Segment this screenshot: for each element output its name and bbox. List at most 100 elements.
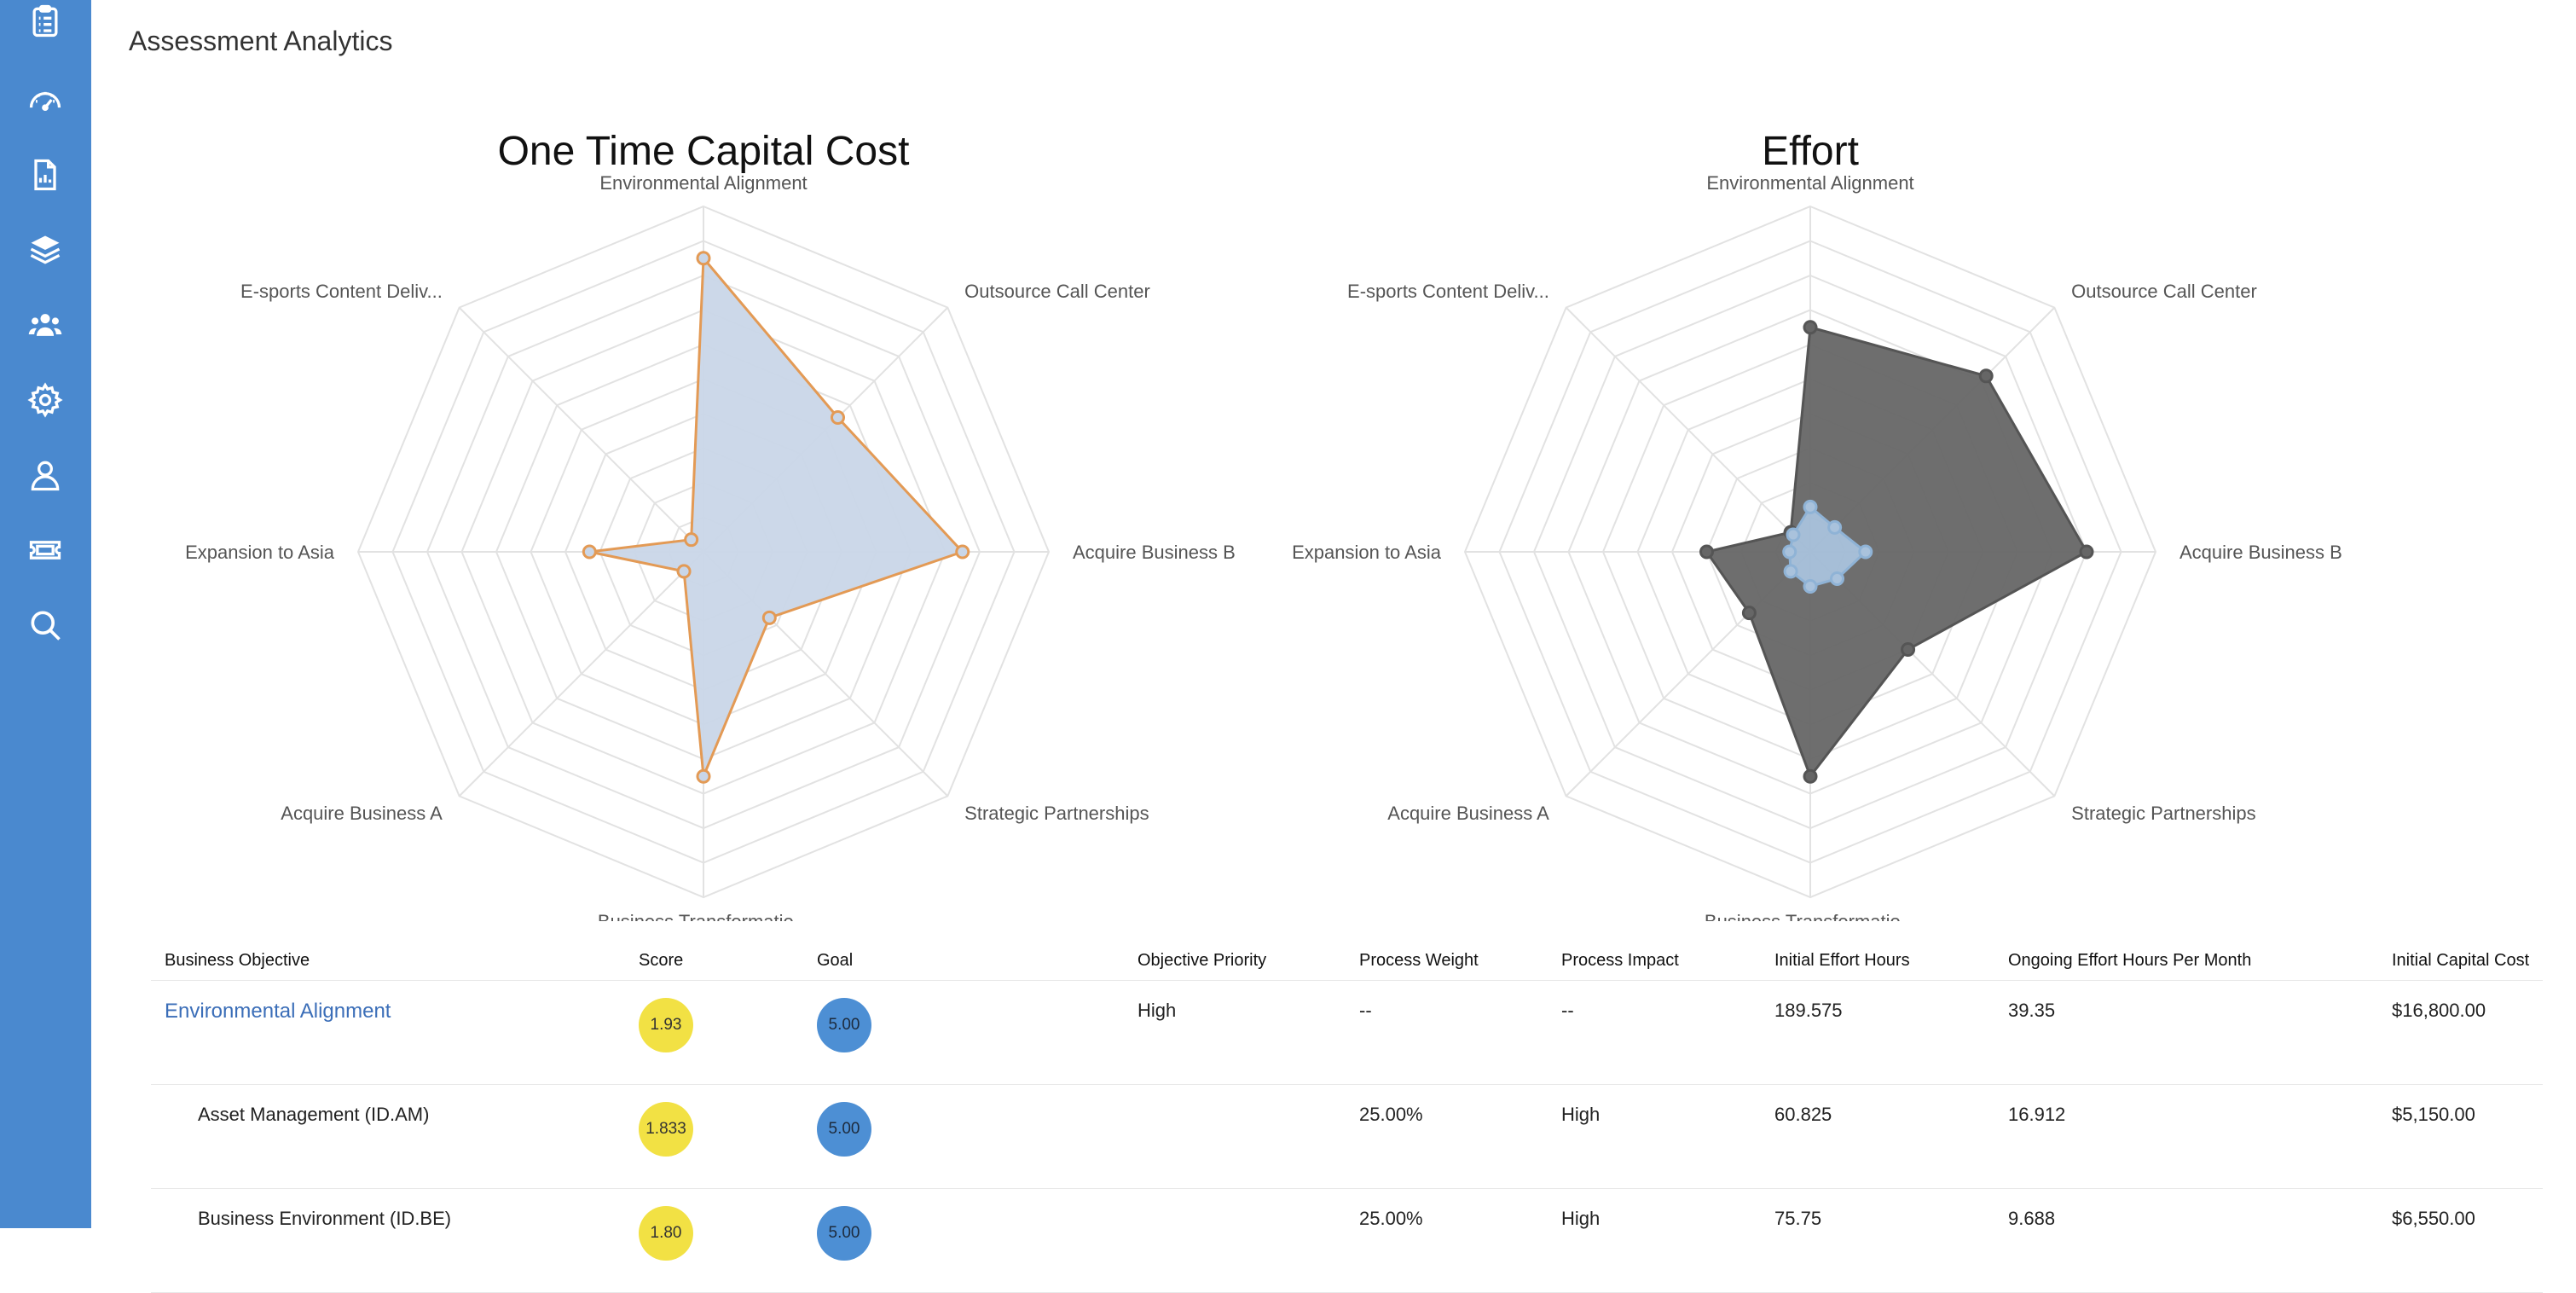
nav-reports[interactable] bbox=[15, 145, 75, 205]
col-process-impact[interactable]: Process Impact bbox=[1548, 941, 1761, 981]
axis-label: Business Transformatio... bbox=[598, 911, 809, 921]
axis-label: Expansion to Asia bbox=[1292, 542, 1442, 563]
goal-badge: 5.00 bbox=[817, 1102, 871, 1157]
impact-cell: High bbox=[1548, 1084, 1761, 1189]
axis-label: Environmental Alignment bbox=[1706, 172, 1913, 194]
table-row: Environmental Alignment 1.93 5.00 High -… bbox=[151, 980, 2544, 1085]
page-title: Assessment Analytics bbox=[129, 26, 393, 56]
data-point bbox=[1827, 519, 1843, 535]
initial-hours-cell: 60.825 bbox=[1761, 1084, 1994, 1189]
search-icon bbox=[31, 611, 61, 641]
data-point bbox=[1741, 606, 1757, 621]
data-point bbox=[831, 409, 846, 425]
ongoing-hours-cell: 16.912 bbox=[1994, 1084, 2378, 1189]
series-area bbox=[1705, 325, 2089, 780]
col-business-objective[interactable]: Business Objective bbox=[151, 941, 625, 981]
data-point bbox=[1803, 768, 1818, 784]
axis-label: Business Transformatio... bbox=[1705, 911, 1916, 921]
nav-tickets[interactable] bbox=[15, 520, 75, 580]
table-row: Asset Management (ID.AM) 1.833 5.00 25.0… bbox=[151, 1084, 2544, 1189]
axis-spoke bbox=[458, 551, 704, 797]
data-point bbox=[1803, 499, 1818, 514]
table-header-row: Business Objective Score Goal Objective … bbox=[151, 941, 2544, 981]
radar-svg: Environmental Alignment Outsource Call Ce… bbox=[1292, 172, 2342, 921]
gauge-icon bbox=[29, 91, 61, 112]
table-row: Business Environment (ID.BE) 1.80 5.00 2… bbox=[151, 1188, 2544, 1293]
data-point bbox=[696, 251, 711, 266]
process-name: Asset Management (ID.AM) bbox=[151, 1084, 625, 1189]
data-point bbox=[1978, 368, 1994, 384]
nav-users[interactable] bbox=[15, 295, 75, 355]
process-name: Business Environment (ID.BE) bbox=[151, 1188, 625, 1293]
data-point bbox=[1901, 642, 1916, 658]
score-badge: 1.93 bbox=[639, 998, 693, 1052]
data-point bbox=[1783, 564, 1798, 579]
data-point bbox=[2079, 544, 2094, 560]
nav-layers[interactable] bbox=[15, 220, 75, 280]
data-point bbox=[1803, 579, 1818, 594]
axis-spoke bbox=[1565, 306, 1811, 553]
nav-dashboard[interactable] bbox=[15, 70, 75, 130]
axis-spoke bbox=[458, 306, 704, 553]
col-ongoing-effort-hours[interactable]: Ongoing Effort Hours Per Month bbox=[1994, 941, 2378, 981]
weight-cell: -- bbox=[1346, 980, 1548, 1085]
nav-assessments[interactable] bbox=[15, 0, 75, 51]
user-icon bbox=[31, 461, 60, 491]
priority-cell bbox=[1124, 1084, 1346, 1189]
chart-title: Effort bbox=[1762, 129, 1859, 174]
axis-label: Strategic Partnerships bbox=[964, 803, 1149, 824]
weight-cell: 25.00% bbox=[1346, 1188, 1548, 1293]
capital-cell: $16,800.00 bbox=[2378, 980, 2544, 1085]
data-point bbox=[684, 532, 699, 548]
col-initial-capital-cost[interactable]: Initial Capital Cost bbox=[2378, 941, 2544, 981]
weight-cell: 25.00% bbox=[1346, 1084, 1548, 1189]
axis-label: Acquire Business A bbox=[281, 803, 443, 824]
nav-search[interactable] bbox=[15, 595, 75, 655]
data-point bbox=[1786, 527, 1801, 542]
effort-radar-chart: Effort Environmental Alignment Outsource … bbox=[1256, 111, 2365, 921]
series-area bbox=[589, 254, 965, 777]
axis-label: Outsource Call Center bbox=[964, 281, 1150, 302]
axis-label: E-sports Content Deliv... bbox=[240, 281, 443, 302]
data-point bbox=[1803, 320, 1818, 335]
users-icon bbox=[28, 314, 62, 336]
col-goal[interactable]: Goal bbox=[803, 941, 1124, 981]
data-point bbox=[1858, 544, 1873, 560]
axis-label: Environmental Alignment bbox=[599, 172, 807, 194]
col-score[interactable]: Score bbox=[625, 941, 803, 981]
impact-cell: High bbox=[1548, 1188, 1761, 1293]
impact-cell: -- bbox=[1548, 980, 1761, 1085]
layers-icon bbox=[30, 235, 61, 264]
data-point bbox=[676, 564, 692, 579]
ongoing-hours-cell: 9.688 bbox=[1994, 1188, 2378, 1293]
data-point bbox=[955, 544, 970, 560]
capital-cell: $5,150.00 bbox=[2378, 1084, 2544, 1189]
nav-profile[interactable] bbox=[15, 445, 75, 505]
objectives-table: Business Objective Score Goal Objective … bbox=[151, 941, 2544, 1293]
priority-cell: High bbox=[1124, 980, 1346, 1085]
col-process-weight[interactable]: Process Weight bbox=[1346, 941, 1548, 981]
objective-link[interactable]: Environmental Alignment bbox=[165, 1000, 391, 1023]
data-point bbox=[761, 610, 777, 625]
gear-icon bbox=[27, 382, 63, 418]
col-objective-priority[interactable]: Objective Priority bbox=[1124, 941, 1346, 981]
capital-cell: $6,550.00 bbox=[2378, 1188, 2544, 1293]
data-point bbox=[1782, 544, 1797, 560]
axis-label: Outsource Call Center bbox=[2071, 281, 2257, 302]
axis-label: E-sports Content Deliv... bbox=[1347, 281, 1549, 302]
clipboard-list-icon bbox=[32, 4, 58, 38]
axis-label: Acquire Business A bbox=[1387, 803, 1549, 824]
chart-title: One Time Capital Cost bbox=[497, 129, 910, 174]
axis-label: Strategic Partnerships bbox=[2071, 803, 2255, 824]
nav-settings[interactable] bbox=[15, 370, 75, 430]
initial-hours-cell: 75.75 bbox=[1761, 1188, 1994, 1293]
initial-hours-cell: 189.575 bbox=[1761, 980, 1994, 1085]
axis-label: Acquire Business B bbox=[2179, 542, 2342, 563]
data-point bbox=[582, 544, 597, 560]
goal-badge: 5.00 bbox=[817, 1206, 871, 1261]
ticket-icon bbox=[29, 541, 61, 560]
score-badge: 1.833 bbox=[639, 1102, 693, 1157]
col-initial-effort-hours[interactable]: Initial Effort Hours bbox=[1761, 941, 1994, 981]
axis-label: Acquire Business B bbox=[1073, 542, 1236, 563]
priority-cell bbox=[1124, 1188, 1346, 1293]
